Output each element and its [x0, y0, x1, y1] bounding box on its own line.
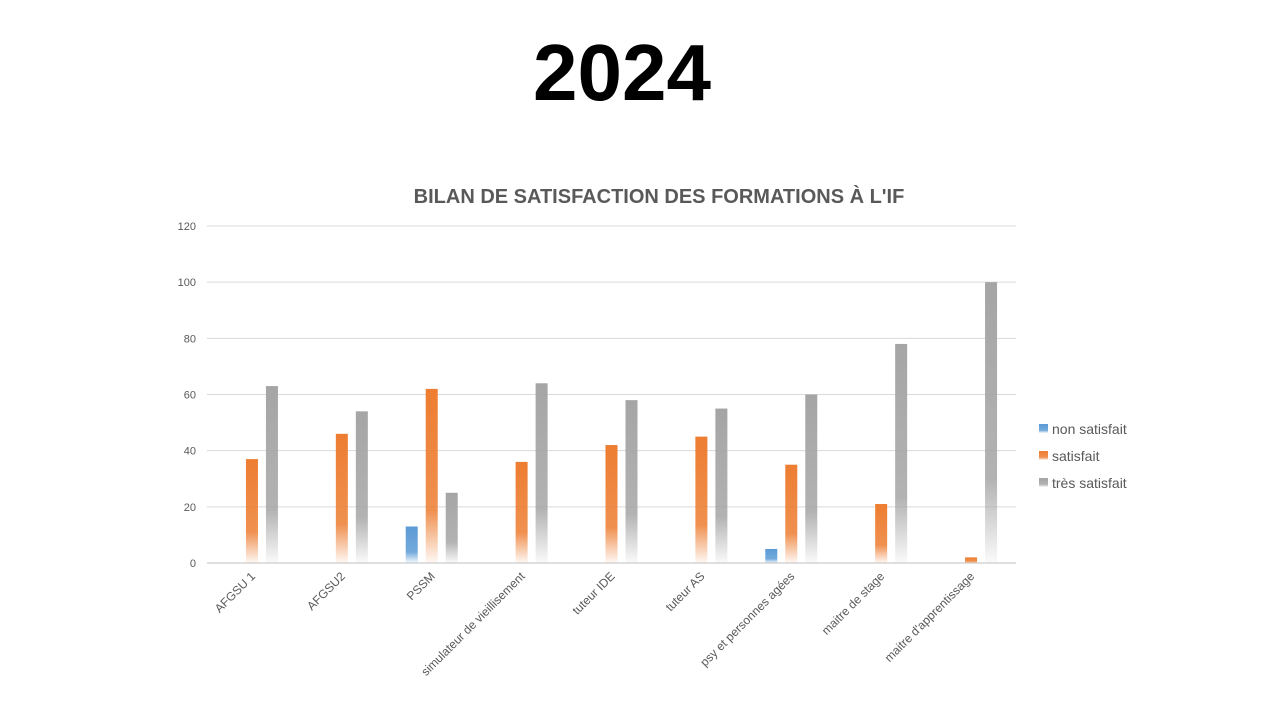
legend: non satisfait satisfait très satisfait — [1039, 421, 1127, 491]
bar-satisfait — [425, 388, 438, 563]
y-tick-label: 120 — [178, 221, 196, 233]
bar-satisfait — [605, 445, 618, 563]
bars — [245, 282, 998, 563]
y-tick-label: 100 — [178, 277, 196, 289]
bar-très-satisfait — [625, 400, 638, 563]
bar-satisfait — [785, 464, 798, 563]
bar-très-satisfait — [535, 383, 548, 563]
bar-satisfait — [335, 433, 348, 563]
legend-swatch — [1039, 478, 1048, 487]
x-category-label: AFGSU 1 — [212, 569, 258, 615]
bar-très-satisfait — [715, 408, 728, 563]
bar-satisfait — [695, 436, 708, 563]
bar-très-satisfait — [895, 343, 908, 563]
x-category-label: maitre de stage — [819, 569, 888, 638]
x-category-label: PSSM — [404, 569, 438, 603]
bar-très-satisfait — [355, 411, 368, 563]
bar-satisfait — [875, 504, 888, 563]
x-category-label: maitre d'apprentissage — [882, 569, 978, 665]
x-category-label: tuteur IDE — [570, 569, 618, 617]
bar-très-satisfait — [445, 492, 458, 563]
bar-satisfait — [965, 557, 978, 563]
slide-title: 2024 — [533, 28, 711, 117]
x-category-label: tuteur AS — [663, 569, 708, 614]
bar-non-satisfait — [405, 526, 418, 563]
legend-label: non satisfait — [1052, 421, 1127, 437]
chart-title: BILAN DE SATISFACTION DES FORMATIONS À L… — [414, 185, 905, 208]
y-tick-label: 80 — [184, 333, 196, 345]
x-category-label: psy et personnes agées — [697, 569, 797, 669]
bar-très-satisfait — [265, 386, 278, 563]
x-category-label: simulateur de vieillisement — [418, 569, 528, 679]
y-tick-label: 20 — [184, 502, 196, 514]
bar-satisfait — [245, 459, 258, 563]
y-tick-label: 40 — [184, 446, 196, 458]
bar-très-satisfait — [985, 282, 998, 563]
x-category-label: AFGSU2 — [304, 569, 348, 613]
legend-swatch — [1039, 451, 1048, 460]
y-axis-ticks: 0 20 40 60 80 100 120 — [178, 221, 196, 570]
bar-non-satisfait — [765, 548, 778, 563]
legend-label: très satisfait — [1052, 475, 1127, 491]
bar-satisfait — [515, 461, 528, 563]
legend-label: satisfait — [1052, 448, 1100, 464]
legend-swatch — [1039, 424, 1048, 433]
y-tick-label: 0 — [190, 558, 196, 570]
bar-très-satisfait — [805, 394, 818, 563]
y-tick-label: 60 — [184, 390, 196, 402]
